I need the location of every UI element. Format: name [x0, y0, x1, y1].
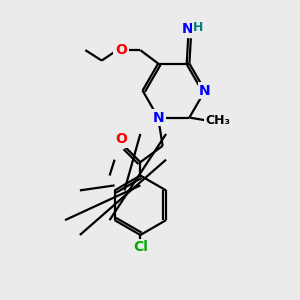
Text: Cl: Cl — [133, 241, 148, 254]
Text: N: N — [199, 84, 211, 98]
Text: H: H — [193, 21, 203, 34]
Text: O: O — [115, 43, 127, 57]
Text: O: O — [115, 132, 127, 146]
Text: CH₃: CH₃ — [205, 114, 230, 127]
Text: N: N — [182, 22, 194, 36]
Text: N: N — [152, 111, 164, 124]
